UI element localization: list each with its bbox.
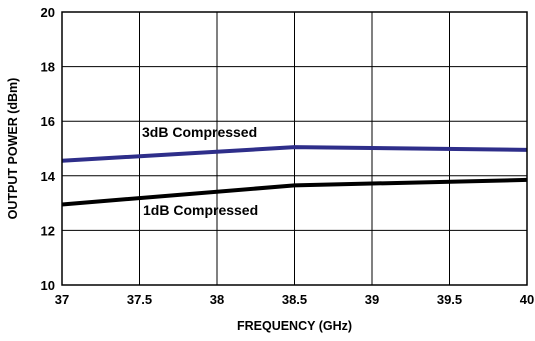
y-tick-label: 10 bbox=[41, 278, 55, 293]
x-tick-label: 38.5 bbox=[282, 292, 307, 307]
series-line bbox=[61, 177, 528, 207]
chart-ticks: 37 37.5 38 38.5 39 39.5 40 10 12 14 16 18 20 bbox=[41, 5, 535, 307]
series-line bbox=[61, 145, 528, 163]
y-tick-label: 18 bbox=[41, 60, 55, 75]
x-tick-label: 37 bbox=[55, 292, 69, 307]
chart-series bbox=[61, 145, 528, 207]
x-tick-label: 37.5 bbox=[127, 292, 152, 307]
y-tick-label: 14 bbox=[41, 169, 56, 184]
x-tick-label: 39 bbox=[365, 292, 379, 307]
x-axis-label: FREQUENCY (GHz) bbox=[237, 319, 352, 333]
x-tick-label: 40 bbox=[520, 292, 534, 307]
y-tick-label: 16 bbox=[41, 114, 55, 129]
y-tick-label: 20 bbox=[41, 5, 55, 20]
x-tick-label: 39.5 bbox=[437, 292, 462, 307]
series-label-3db-compressed: 3dB Compressed bbox=[142, 124, 257, 140]
plot-frame bbox=[61, 11, 528, 286]
y-tick-label: 12 bbox=[41, 223, 55, 238]
series-label-1db-compressed: 1dB Compressed bbox=[143, 202, 258, 218]
x-tick-label: 38 bbox=[210, 292, 224, 307]
y-axis-label: OUTPUT POWER (dBm) bbox=[6, 78, 20, 220]
